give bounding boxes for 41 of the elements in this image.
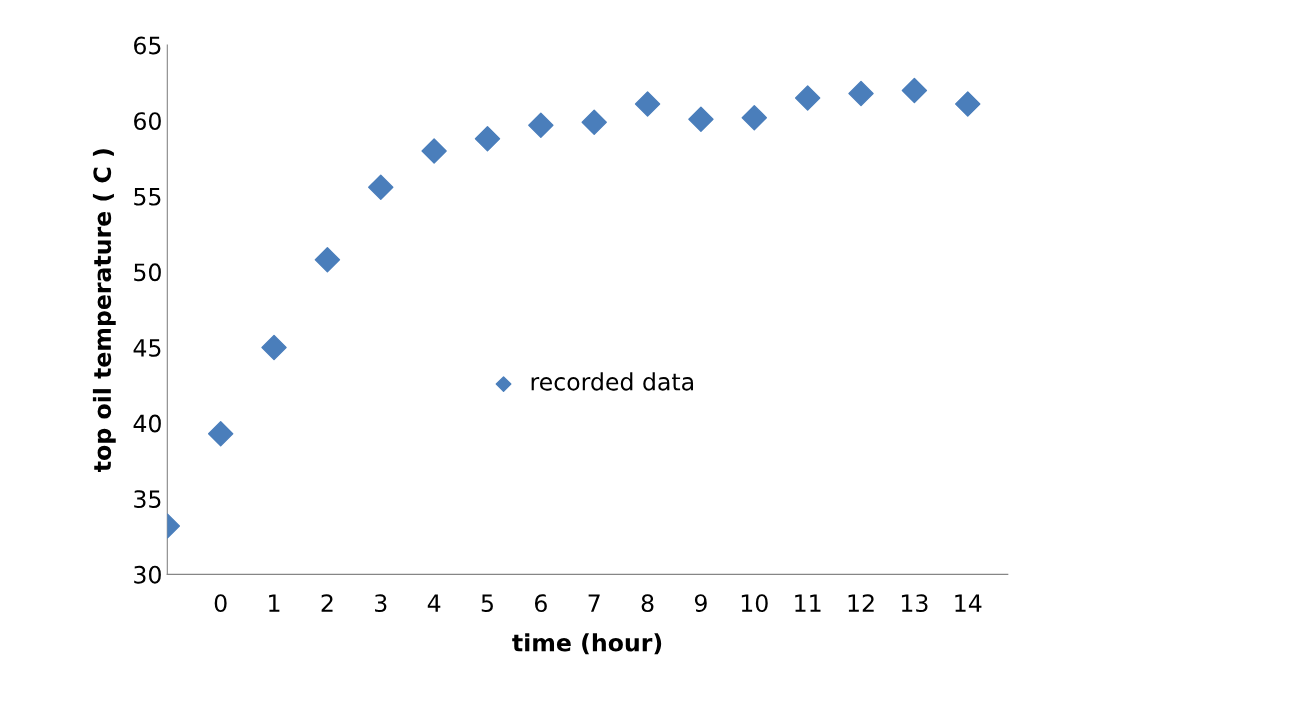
x-tick-label: 0 [214,594,227,613]
y-tick-label: 65 [134,36,161,55]
point [901,77,928,104]
point [368,174,394,200]
y-axis-title: top oil temperature ( C ) [92,149,116,472]
point [794,85,821,111]
x-tick-label: 14 [955,594,982,612]
legend-label: recorded data [531,372,693,391]
x-tick-label: 1 [269,594,280,612]
y-tick-label: 45 [133,339,161,357]
point [421,138,447,164]
y-tick-label: 35 [134,490,161,509]
point [314,247,341,273]
x-tick-label: 2 [321,594,333,612]
y-tick-label: 60 [134,112,161,130]
point [474,126,501,152]
point [848,80,874,107]
x-tick-label: 6 [534,594,547,613]
x-tick-label: 12 [848,594,874,612]
x-tick-label: 9 [694,594,707,613]
point [207,420,234,447]
x-axis-title: time (hour) [512,633,662,655]
y-tick-label: 50 [134,263,161,282]
x-tick-label: 8 [641,594,654,613]
point [688,106,714,132]
x-tick-label: 13 [901,594,928,613]
x-tick-label: 5 [481,594,493,613]
x-tick-label: 4 [427,594,441,612]
point [261,334,287,361]
point [581,109,607,135]
x-tick-label: 3 [375,594,387,613]
x-tick-label: 11 [795,594,821,612]
x-tick-label: 10 [741,594,768,613]
point [741,104,768,131]
y-tick-label: 40 [133,414,161,433]
point [634,91,661,117]
point [528,112,554,138]
y-tick-label: 30 [134,565,161,584]
point [955,91,981,117]
x-tick-label: 7 [588,594,600,612]
y-tick-label: 55 [134,188,161,206]
